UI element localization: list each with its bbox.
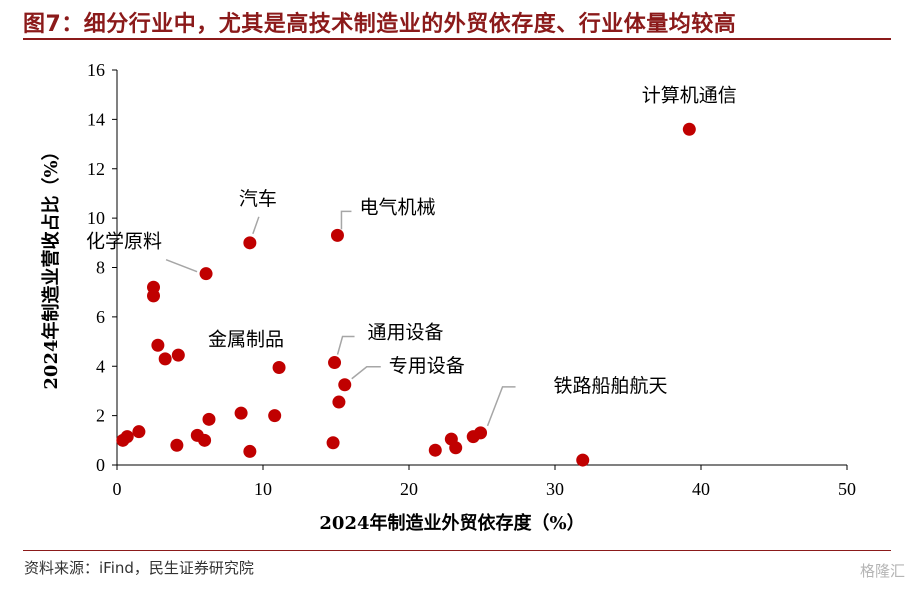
annotation-leader-line	[252, 216, 260, 235]
data-point	[682, 122, 696, 136]
data-point	[120, 430, 134, 444]
x-tick-label: 40	[692, 479, 710, 499]
x-tick-label: 30	[546, 479, 564, 499]
y-tick-label: 14	[87, 109, 105, 129]
x-tick-label: 20	[400, 479, 418, 499]
footer-rule	[23, 550, 891, 551]
y-tick-label: 6	[96, 307, 105, 327]
annotation-leader-line	[486, 386, 516, 427]
data-points	[116, 122, 696, 467]
annotation-label: 铁路船舶航天	[554, 375, 668, 397]
annotation-label: 专用设备	[389, 355, 465, 377]
annotation-leader-line	[340, 210, 352, 230]
annotation-leader-line	[351, 366, 381, 380]
data-point	[326, 436, 340, 450]
data-point	[202, 412, 216, 426]
data-point	[158, 352, 172, 366]
y-tick-label: 0	[96, 455, 105, 475]
y-axis-title: 2024年制造业营收占比（%）	[40, 142, 62, 389]
data-point	[198, 433, 212, 447]
annotation-label: 计算机通信	[642, 84, 737, 106]
axes: 0 10 20 30 40 50 0 2 4 6 8 10 12 14 16	[87, 60, 856, 499]
data-point	[332, 395, 346, 409]
x-tick-label: 0	[113, 479, 122, 499]
data-point	[328, 356, 342, 370]
data-point	[338, 378, 352, 392]
y-tick-label: 16	[87, 60, 105, 80]
source-note: 资料来源：iFind，民生证券研究院	[24, 559, 254, 577]
data-point	[234, 406, 248, 420]
title-rule	[23, 38, 891, 40]
annotation-label: 汽车	[239, 188, 277, 210]
annotation-label: 通用设备	[368, 322, 444, 344]
data-point	[330, 228, 344, 242]
data-point	[243, 236, 257, 250]
data-point	[268, 409, 282, 423]
data-point	[272, 360, 286, 374]
watermark-logo: 格隆汇	[859, 562, 905, 580]
data-point	[428, 443, 442, 457]
annotation-leaders	[165, 210, 516, 427]
data-point	[132, 425, 146, 439]
annotation-label: 电气机械	[359, 196, 435, 218]
x-tick-label: 50	[838, 479, 856, 499]
annotation-leader-line	[336, 335, 355, 355]
x-tick-label: 10	[254, 479, 272, 499]
data-point	[449, 441, 463, 455]
data-point	[151, 338, 165, 352]
data-point	[147, 289, 160, 303]
y-tick-label: 4	[96, 356, 105, 376]
data-point	[576, 453, 590, 467]
y-tick-label: 10	[87, 208, 105, 228]
data-point	[170, 438, 184, 452]
figure-title: 图7：细分行业中，尤其是高技术制造业的外贸依存度、行业体量均较高	[23, 12, 737, 37]
y-tick-label: 8	[96, 258, 105, 278]
annotation-label: 金属制品	[208, 328, 284, 350]
annotation-leader-line	[165, 258, 198, 273]
y-tick-label: 12	[87, 159, 105, 179]
data-point	[474, 426, 488, 440]
data-point	[199, 267, 213, 281]
annotation-label: 化学原料	[86, 231, 162, 253]
data-point	[243, 444, 257, 458]
x-axis-title: 2024年制造业外贸依存度（%）	[319, 512, 584, 534]
y-tick-label: 2	[96, 406, 105, 426]
data-point	[171, 348, 185, 362]
